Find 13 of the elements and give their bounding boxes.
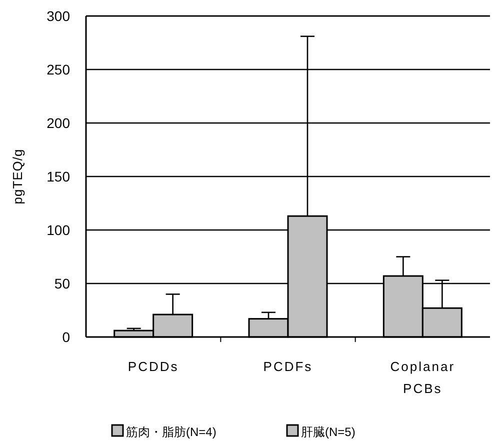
y-axis-title: pgTEQ/g — [10, 148, 25, 204]
x-tick-label: PCDFs — [263, 359, 313, 374]
y-tick-label: 150 — [46, 168, 70, 184]
y-tick-label: 0 — [62, 329, 70, 345]
legend-label: 肝臓(N=5) — [301, 425, 356, 439]
legend-label: 筋肉・脂肪(N=4) — [126, 425, 216, 439]
y-tick-label: 100 — [46, 222, 70, 238]
y-tick-label: 50 — [54, 276, 70, 292]
y-tick-label: 300 — [46, 8, 70, 24]
x-tick-label: Coplanar PCBs — [390, 359, 456, 396]
y-tick-label: 250 — [46, 62, 70, 78]
x-tick-label: PCDDs — [128, 359, 179, 374]
y-tick-label: 200 — [46, 115, 70, 131]
